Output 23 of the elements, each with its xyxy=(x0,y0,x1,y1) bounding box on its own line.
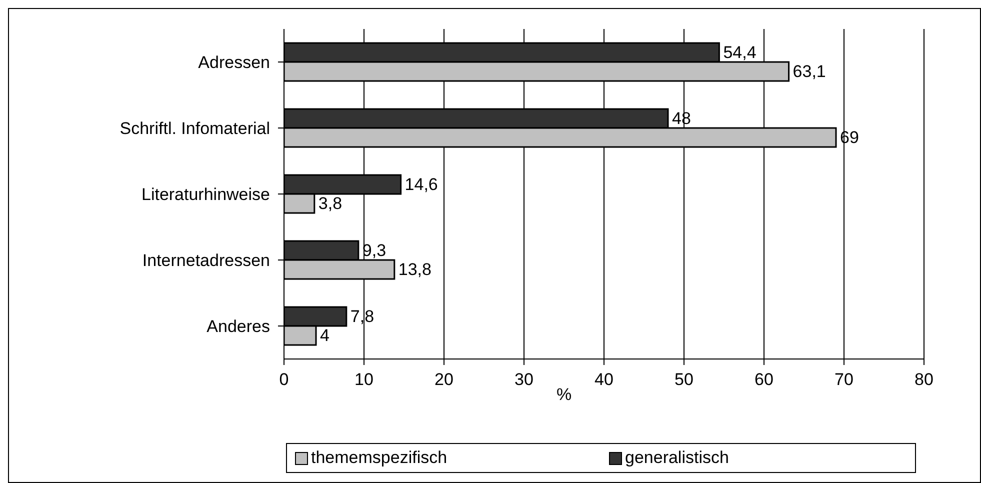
y-tick-label: Adressen xyxy=(198,53,270,72)
y-tick-label: Literaturhinweise xyxy=(141,185,270,204)
x-tick-label: 20 xyxy=(434,370,454,390)
data-label: 14,6 xyxy=(404,175,438,194)
x-tick-label: 0 xyxy=(279,370,289,390)
y-tick-label: Schriftl. Infomaterial xyxy=(120,119,270,138)
x-tick-label: 40 xyxy=(594,370,614,390)
y-tick-label: Internetadressen xyxy=(142,251,270,270)
data-label: 4 xyxy=(320,326,330,345)
x-tick-label: 60 xyxy=(754,370,774,390)
x-axis-title: % xyxy=(556,385,572,404)
x-tick-label: 10 xyxy=(354,370,374,390)
data-label: 3,8 xyxy=(318,194,342,213)
data-label: 63,1 xyxy=(792,62,826,81)
y-tick-label: Anderes xyxy=(206,317,270,336)
x-tick-label: 50 xyxy=(674,370,694,390)
legend-label: generalistisch xyxy=(625,448,729,468)
data-label: 54,4 xyxy=(723,43,756,62)
x-tick-label: 80 xyxy=(914,370,934,390)
x-tick-label: 70 xyxy=(834,370,854,390)
data-label: 13,8 xyxy=(398,260,432,279)
legend-label: thememspezifisch xyxy=(311,448,448,468)
x-tick-label: 30 xyxy=(514,370,534,390)
